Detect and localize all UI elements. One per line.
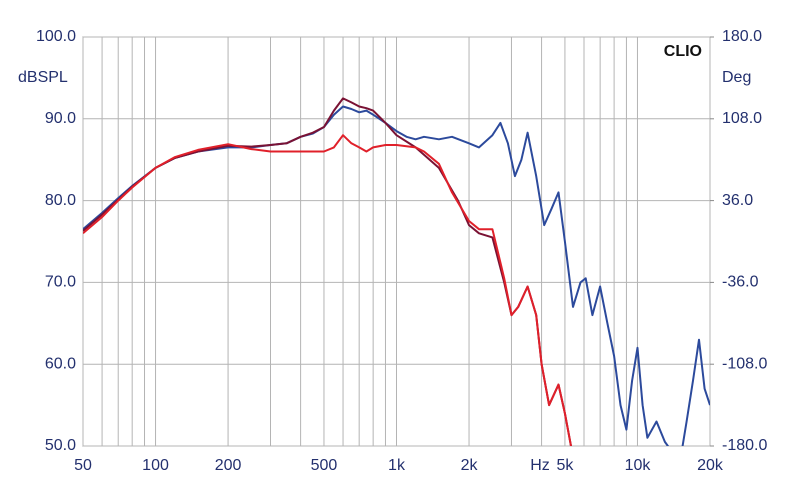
x-tick-label: 20k bbox=[697, 457, 724, 474]
grid bbox=[82, 36, 711, 447]
x-tick-label: 2k bbox=[461, 457, 479, 474]
brand-label: CLIO bbox=[664, 43, 702, 60]
y-tick-label: 70.0 bbox=[45, 274, 76, 291]
x-axis-label: Hz bbox=[530, 457, 550, 474]
x-tick-label: 50 bbox=[74, 457, 92, 474]
y-tick-label: 100.0 bbox=[36, 28, 76, 45]
y-tick-label: 90.0 bbox=[45, 110, 76, 127]
y2-tick-label: -108.0 bbox=[722, 355, 767, 372]
y-tick-label: 60.0 bbox=[45, 355, 76, 372]
y2-tick-label: 36.0 bbox=[722, 192, 753, 209]
y2-tick-label: 108.0 bbox=[722, 110, 762, 127]
y-axis-label: dBSPL bbox=[18, 69, 68, 86]
y-tick-label: 50.0 bbox=[45, 437, 76, 454]
x-tick-label: 100 bbox=[142, 457, 169, 474]
y2-tick-label: -36.0 bbox=[722, 274, 759, 291]
x-tick-label: 10k bbox=[625, 457, 652, 474]
x-tick-label: 5k bbox=[556, 457, 574, 474]
y-tick-label: 80.0 bbox=[45, 192, 76, 209]
x-tick-label: 200 bbox=[215, 457, 242, 474]
lines bbox=[83, 97, 710, 446]
y2-tick-label: -180.0 bbox=[722, 437, 767, 454]
y2-tick-label: 180.0 bbox=[722, 28, 762, 45]
x-tick-label: 1k bbox=[388, 457, 406, 474]
y2-axis-label: Deg bbox=[722, 69, 751, 86]
response-line bbox=[83, 134, 572, 446]
x-tick-label: 500 bbox=[311, 457, 338, 474]
